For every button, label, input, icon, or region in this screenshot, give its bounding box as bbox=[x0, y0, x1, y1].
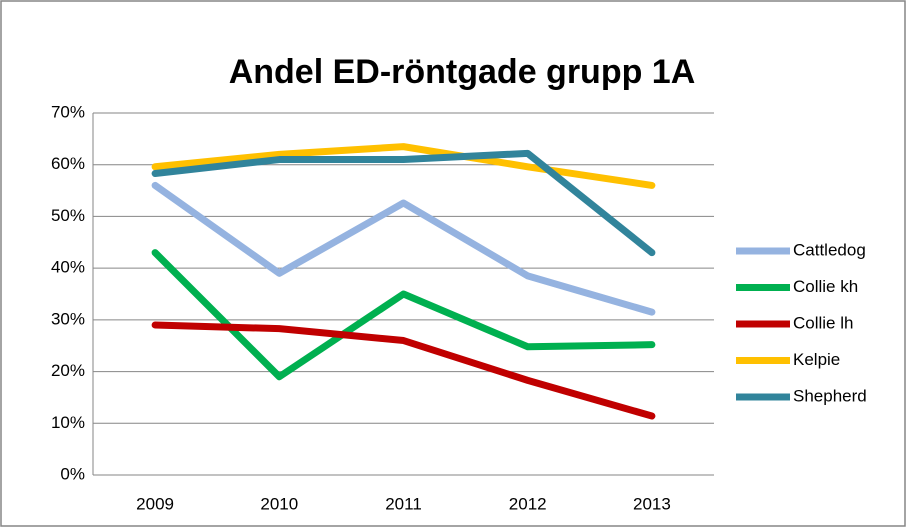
legend-label: Collie lh bbox=[793, 313, 853, 332]
legend-label: Shepherd bbox=[793, 386, 867, 405]
series-line bbox=[151, 181, 656, 316]
x-tick-label: 2012 bbox=[509, 494, 547, 513]
y-tick-label: 0% bbox=[60, 464, 85, 483]
series-line bbox=[151, 321, 656, 420]
y-tick-label: 60% bbox=[51, 154, 85, 173]
x-tick-label: 2011 bbox=[385, 494, 422, 513]
legend-label: Cattledog bbox=[793, 240, 866, 259]
series-line bbox=[151, 249, 656, 381]
x-tick-label: 2010 bbox=[260, 494, 298, 513]
x-tick-label: 2009 bbox=[136, 494, 174, 513]
y-tick-label: 50% bbox=[51, 206, 85, 225]
y-tick-label: 20% bbox=[51, 361, 85, 380]
y-tick-label: 40% bbox=[51, 258, 85, 277]
y-tick-label: 30% bbox=[51, 309, 85, 328]
series-line bbox=[151, 143, 656, 189]
series-line bbox=[151, 149, 656, 257]
legend-label: Kelpie bbox=[793, 350, 840, 369]
legend-label: Collie kh bbox=[793, 277, 858, 296]
x-tick-label: 2013 bbox=[633, 494, 671, 513]
chart-title: Andel ED-röntgade grupp 1A bbox=[229, 53, 696, 91]
y-tick-label: 10% bbox=[51, 413, 85, 432]
y-tick-label: 70% bbox=[51, 102, 85, 121]
